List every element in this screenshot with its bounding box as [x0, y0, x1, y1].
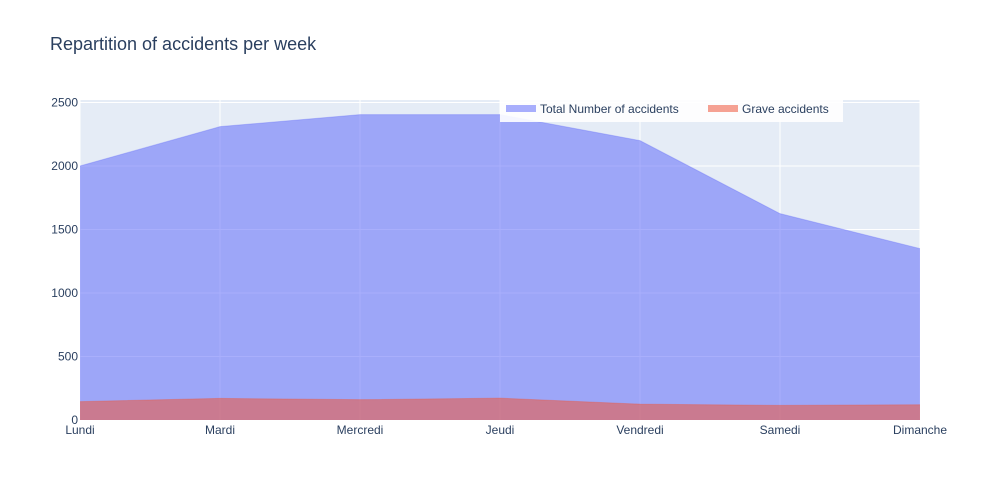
y-tick-label: 0	[71, 413, 78, 427]
legend-background	[500, 98, 843, 122]
x-tick-label: Samedi	[760, 423, 801, 437]
series-layer	[79, 114, 921, 420]
x-tick-label: Jeudi	[486, 423, 515, 437]
y-tick-label: 2000	[51, 159, 78, 173]
x-axis-ticks: Lundi Mardi Mercredi Jeudi Vendredi Samedi Dim…	[65, 423, 947, 437]
legend-swatch-total	[506, 105, 536, 112]
x-tick-label: Dimanche	[893, 423, 947, 437]
series-line-grave	[79, 397, 921, 406]
series-area-grave[interactable]	[80, 398, 920, 420]
y-axis-ticks: 0 500 1000 1500 2000 2500	[51, 96, 78, 427]
y-tick-label: 500	[58, 350, 78, 364]
x-tick-label: Vendredi	[616, 423, 663, 437]
x-tick-label: Mardi	[205, 423, 235, 437]
x-tick-label: Mercredi	[337, 423, 384, 437]
legend-label-total[interactable]: Total Number of accidents	[540, 102, 679, 116]
legend-swatch-grave	[708, 105, 738, 112]
y-tick-label: 1000	[51, 286, 78, 300]
legend[interactable]: Total Number of accidents Grave accident…	[500, 98, 843, 122]
legend-label-grave[interactable]: Grave accidents	[742, 102, 829, 116]
series-area-total[interactable]	[80, 114, 920, 420]
chart-title: Repartition of accidents per week	[50, 34, 317, 54]
y-tick-label: 2500	[51, 96, 78, 110]
x-tick-label: Lundi	[65, 423, 94, 437]
y-tick-label: 1500	[51, 223, 78, 237]
